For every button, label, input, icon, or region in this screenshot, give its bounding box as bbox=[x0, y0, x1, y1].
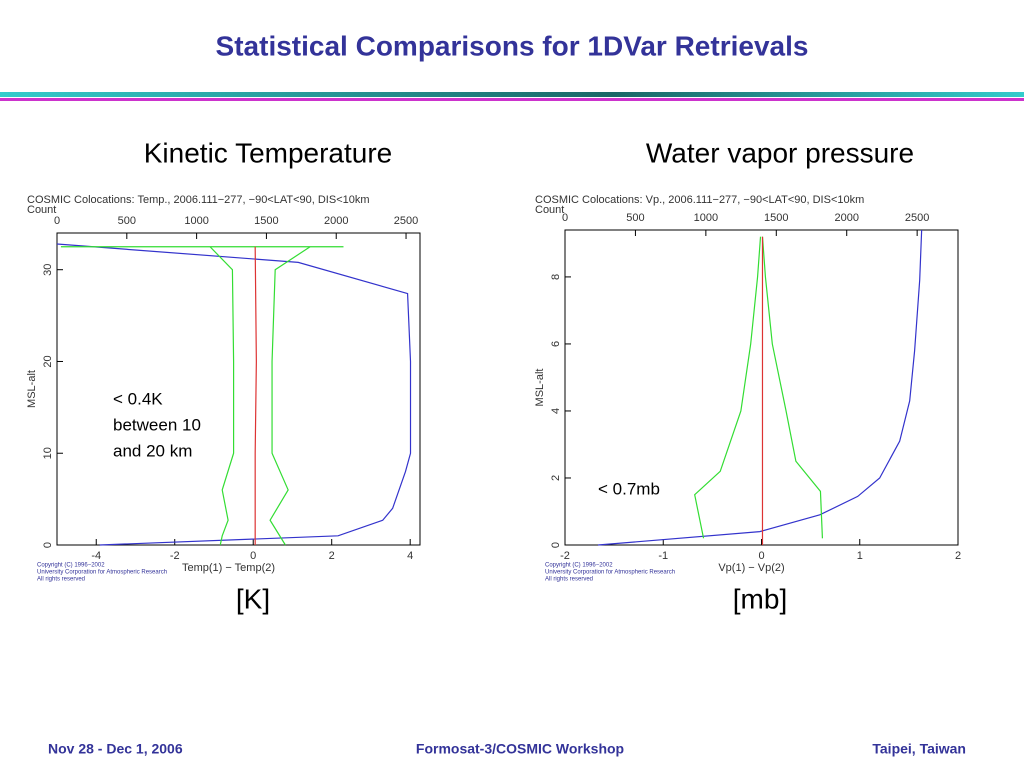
footer-event: Formosat-3/COSMIC Workshop bbox=[416, 741, 624, 757]
copyright: Copyright (C) 1996−2002 bbox=[37, 563, 105, 569]
annotation: between 10 bbox=[113, 415, 201, 434]
data-line bbox=[269, 246, 311, 546]
x-tick-label: 2 bbox=[329, 550, 335, 562]
x2-label: Count bbox=[27, 204, 56, 216]
rule-line bbox=[0, 92, 1024, 97]
x-tick-label: 4 bbox=[407, 550, 413, 562]
x2-label: Count bbox=[535, 204, 564, 216]
copyright: Copyright (C) 1996−2002 bbox=[545, 563, 613, 569]
y-label: MSL-alt bbox=[26, 370, 38, 408]
copyright: University Corporation for Atmospheric R… bbox=[545, 570, 675, 576]
y-tick-label: 8 bbox=[550, 274, 562, 280]
x2-tick-label: 2500 bbox=[394, 215, 418, 227]
x-label: Temp(1) − Temp(2) bbox=[182, 562, 275, 574]
x-tick-label: 1 bbox=[857, 550, 863, 562]
annotation: and 20 km bbox=[113, 441, 192, 460]
x2-tick-label: 2500 bbox=[905, 212, 929, 224]
copyright: University Corporation for Atmospheric R… bbox=[37, 570, 167, 576]
x2-tick-label: 0 bbox=[54, 215, 60, 227]
data-line bbox=[254, 246, 257, 545]
y-tick-label: 0 bbox=[42, 542, 54, 548]
data-line bbox=[209, 246, 235, 546]
x-tick-label: -4 bbox=[91, 550, 101, 562]
y-tick-label: 0 bbox=[550, 542, 562, 548]
plot-title: COSMIC Colocations: Vp., 2006.111−277, −… bbox=[535, 194, 864, 206]
slide-title: Statistical Comparisons for 1DVar Retrie… bbox=[216, 30, 809, 61]
panel-heading: Kinetic Temperature bbox=[144, 137, 393, 168]
annotation: < 0.4K bbox=[113, 389, 163, 408]
x2-tick-label: 1000 bbox=[694, 212, 718, 224]
y-tick-label: 4 bbox=[550, 408, 562, 414]
x-tick-label: -1 bbox=[658, 550, 668, 562]
x2-tick-label: 0 bbox=[562, 212, 568, 224]
x-tick-label: 2 bbox=[955, 550, 961, 562]
plot-title: COSMIC Colocations: Temp., 2006.111−277,… bbox=[27, 194, 370, 206]
x2-tick-label: 2000 bbox=[324, 215, 348, 227]
plot-frame bbox=[56, 232, 421, 546]
unit-label: [mb] bbox=[733, 583, 787, 614]
y-tick-label: 30 bbox=[42, 264, 54, 276]
annotation: < 0.7mb bbox=[598, 479, 660, 498]
x2-tick-label: 1500 bbox=[254, 215, 278, 227]
x2-tick-label: 2000 bbox=[834, 212, 858, 224]
x-tick-label: 0 bbox=[758, 550, 764, 562]
panel-heading: Water vapor pressure bbox=[646, 137, 914, 168]
data-line bbox=[761, 236, 824, 539]
x2-tick-label: 1500 bbox=[764, 212, 788, 224]
y-label: MSL-alt bbox=[534, 369, 546, 407]
x2-tick-label: 500 bbox=[118, 215, 136, 227]
y-tick-label: 6 bbox=[550, 341, 562, 347]
x2-tick-label: 500 bbox=[626, 212, 644, 224]
x-tick-label: 0 bbox=[250, 550, 256, 562]
x2-tick-label: 1000 bbox=[184, 215, 208, 227]
x-tick-label: -2 bbox=[170, 550, 180, 562]
rule-line bbox=[0, 98, 1024, 101]
data-line bbox=[694, 236, 762, 539]
data-line bbox=[597, 229, 923, 546]
y-tick-label: 10 bbox=[42, 447, 54, 459]
copyright: All rights reserved bbox=[545, 577, 593, 583]
unit-label: [K] bbox=[236, 583, 270, 614]
y-tick-label: 20 bbox=[42, 355, 54, 367]
footer-date: Nov 28 - Dec 1, 2006 bbox=[48, 741, 183, 757]
footer-place: Taipei, Taiwan bbox=[872, 741, 966, 757]
y-tick-label: 2 bbox=[550, 475, 562, 481]
copyright: All rights reserved bbox=[37, 577, 85, 583]
data-line bbox=[56, 243, 412, 546]
x-tick-label: -2 bbox=[560, 550, 570, 562]
x-label: Vp(1) − Vp(2) bbox=[718, 562, 784, 574]
